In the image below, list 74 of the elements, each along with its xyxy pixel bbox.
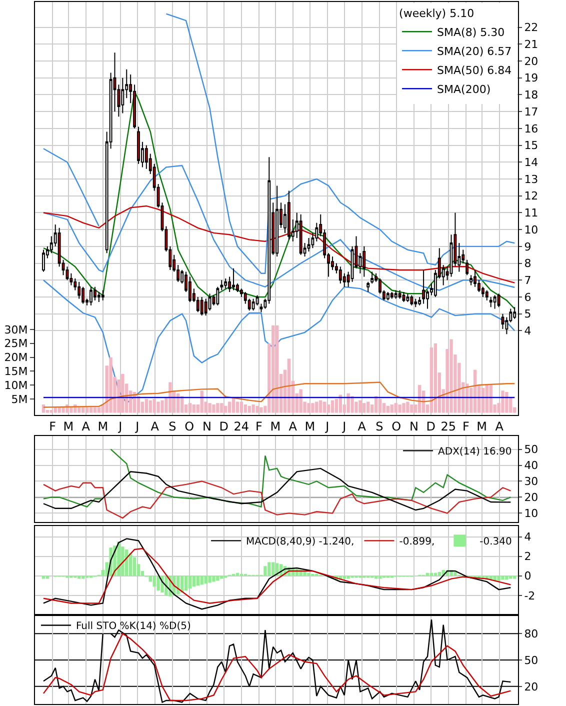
- y-tick-label: 10: [524, 507, 538, 520]
- x-tick-label: F: [462, 419, 470, 434]
- x-tick-label: D: [426, 419, 436, 434]
- y-tick-label: 7: [524, 274, 532, 287]
- y-tick-label: 19: [524, 72, 538, 85]
- x-tick-label: A: [82, 419, 91, 434]
- x-tick-label: A: [358, 419, 367, 434]
- y-tick-label: 13: [524, 172, 538, 186]
- x-tick-label: O: [184, 419, 194, 434]
- legend-label: SMA(50) 6.84: [437, 64, 512, 77]
- y-tick-label: 11: [524, 206, 538, 220]
- y-tick-label: 15: [524, 139, 538, 152]
- y-tick-label: 14: [524, 156, 538, 169]
- legend-title: (weekly) 5.10: [399, 7, 474, 20]
- y-tick-label: 6: [524, 290, 532, 304]
- legend-label: -0.340: [480, 536, 512, 548]
- x-tick-label: D: [219, 419, 229, 434]
- y2-tick-label: 10M: [4, 378, 28, 392]
- x-tick-label: M: [304, 419, 316, 434]
- y-tick-label: 12: [524, 190, 538, 203]
- y-tick-label: 50: [524, 654, 538, 667]
- x-tick-label: M: [476, 419, 487, 434]
- x-tick-label: O: [392, 419, 402, 434]
- x-tick-label: J: [118, 419, 122, 434]
- y2-tick-label: 25M: [4, 337, 28, 350]
- legend-label: Full STO %K(14) %D(5): [76, 621, 191, 632]
- x-tick-label: 25: [440, 419, 456, 434]
- y2-tick-label: 20M: [4, 351, 28, 364]
- y-tick-label: 9: [524, 240, 532, 254]
- x-tick-label: M: [98, 419, 108, 434]
- x-tick-label: J: [324, 419, 330, 434]
- x-tick-label: 24: [234, 419, 250, 434]
- y-tick-label: 5: [524, 308, 532, 321]
- y-tick-label: 22: [524, 21, 538, 34]
- y-tick-label: 50: [524, 443, 538, 456]
- y-tick-label: 4: [524, 530, 532, 544]
- y-tick-label: 20: [524, 54, 538, 68]
- x-tick-label: N: [202, 419, 212, 434]
- y-tick-label: -2: [524, 589, 536, 602]
- x-tick-label: A: [495, 419, 504, 434]
- y-tick-label: 21: [524, 38, 538, 51]
- y-tick-label: 80: [524, 627, 538, 640]
- y-tick-label: 10: [524, 223, 538, 236]
- y-tick-label: 20: [524, 680, 538, 694]
- x-tick-label: J: [134, 419, 140, 434]
- y2-tick-label: 5M: [11, 392, 28, 406]
- y-tick-label: 8: [524, 257, 532, 270]
- x-tick-label: A: [150, 419, 160, 434]
- x-tick-label: M: [270, 419, 281, 434]
- y2-tick-label: 15M: [4, 365, 28, 378]
- y-tick-label: 0: [524, 570, 532, 583]
- legend-label: SMA(8) 5.30: [437, 26, 505, 39]
- x-tick-label: F: [256, 419, 263, 434]
- x-tick-label: S: [168, 419, 176, 434]
- legend-label: MACD(8,40,9) -1.240,: [246, 536, 354, 548]
- y-tick-label: 2: [524, 550, 532, 564]
- y-tick-label: 30: [524, 475, 538, 488]
- y-tick-label: 16: [524, 122, 538, 136]
- y-tick-label: 4: [524, 324, 532, 338]
- legend-label: ADX(14) 16.90: [438, 446, 512, 458]
- legend-label: SMA(20) 6.57: [437, 44, 512, 58]
- x-tick-label: J: [342, 419, 346, 434]
- legend-label: SMA(200): [437, 82, 491, 96]
- y2-tick-label: 30M: [4, 323, 28, 336]
- y-tick-label: 17: [524, 105, 538, 118]
- x-tick-label: F: [49, 419, 56, 434]
- x-tick-label: M: [63, 419, 74, 434]
- y-tick-label: 18: [524, 88, 538, 102]
- x-tick-label: N: [409, 419, 418, 434]
- x-tick-label: S: [376, 419, 384, 434]
- y-tick-label: 20: [524, 491, 538, 504]
- x-tick-label: A: [288, 419, 298, 434]
- legend-label: -0.899,: [399, 536, 435, 548]
- y-tick-label: 40: [524, 459, 538, 472]
